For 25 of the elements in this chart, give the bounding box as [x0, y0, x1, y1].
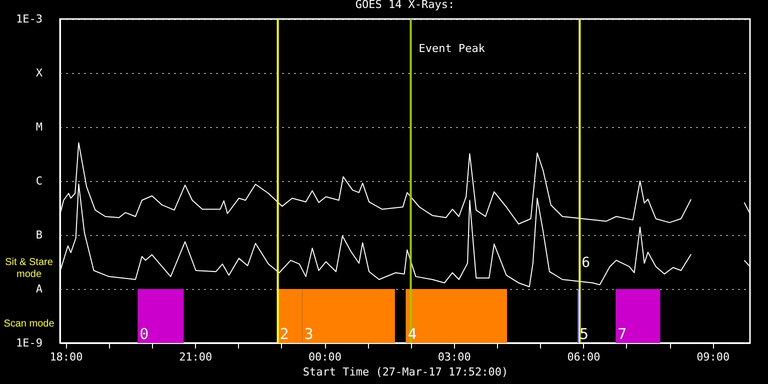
text: Scan mode [4, 318, 55, 330]
x-axis-title: Start Time (27-Mar-17 17:52:00) [302, 366, 508, 378]
band-label: 4 [408, 325, 417, 343]
x-tick-label: 06:00 [567, 350, 600, 364]
chart-title: GOES 14 X-Rays: [355, 0, 455, 11]
x-tick-label: 00:00 [308, 350, 342, 364]
y-tick-label: 1E-3 [16, 12, 42, 26]
y-tick-label: B [36, 228, 43, 242]
band-label: 5 [580, 325, 589, 343]
text: Sit & Stare mode [5, 257, 54, 280]
y-tick-label: A [36, 282, 43, 296]
x-tick-label: 18:00 [50, 350, 83, 364]
ref-line-label: Event Peak [418, 42, 486, 55]
y-tick-label: X [36, 66, 43, 80]
y-tick-label: 1E-9 [16, 336, 42, 350]
annotation: 6 [582, 255, 590, 272]
band-label: 2 [280, 325, 289, 343]
x-tick-label: 03:00 [438, 350, 471, 364]
x-tick-label: 09:00 [696, 350, 730, 364]
band-label: 3 [304, 325, 314, 343]
y-tick-label: M [36, 120, 43, 134]
band-label: 0 [140, 325, 149, 343]
y-tick-label: C [36, 174, 42, 188]
band-label: 7 [618, 325, 627, 343]
x-tick-label: 21:00 [179, 350, 212, 364]
